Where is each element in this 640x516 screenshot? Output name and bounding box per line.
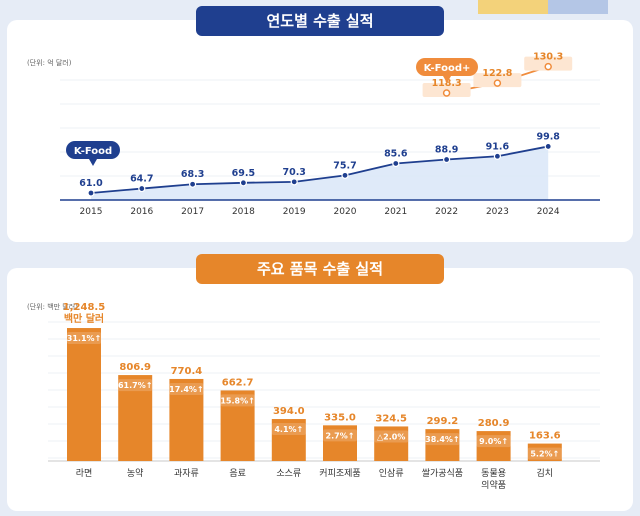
unit-label: (단위: 억 달러) <box>27 59 72 67</box>
item-export-title: 주요 품목 수출 실적 <box>196 254 444 284</box>
decorative-box <box>548 0 608 14</box>
item-export-card: (단위: 백만 달러) <box>7 268 633 511</box>
yearly-export-card: (단위: 억 달러) <box>7 20 633 242</box>
yearly-export-title: 연도별 수출 실적 <box>196 6 444 36</box>
decorative-box <box>478 0 548 14</box>
unit-label: (단위: 백만 달러) <box>27 303 78 311</box>
